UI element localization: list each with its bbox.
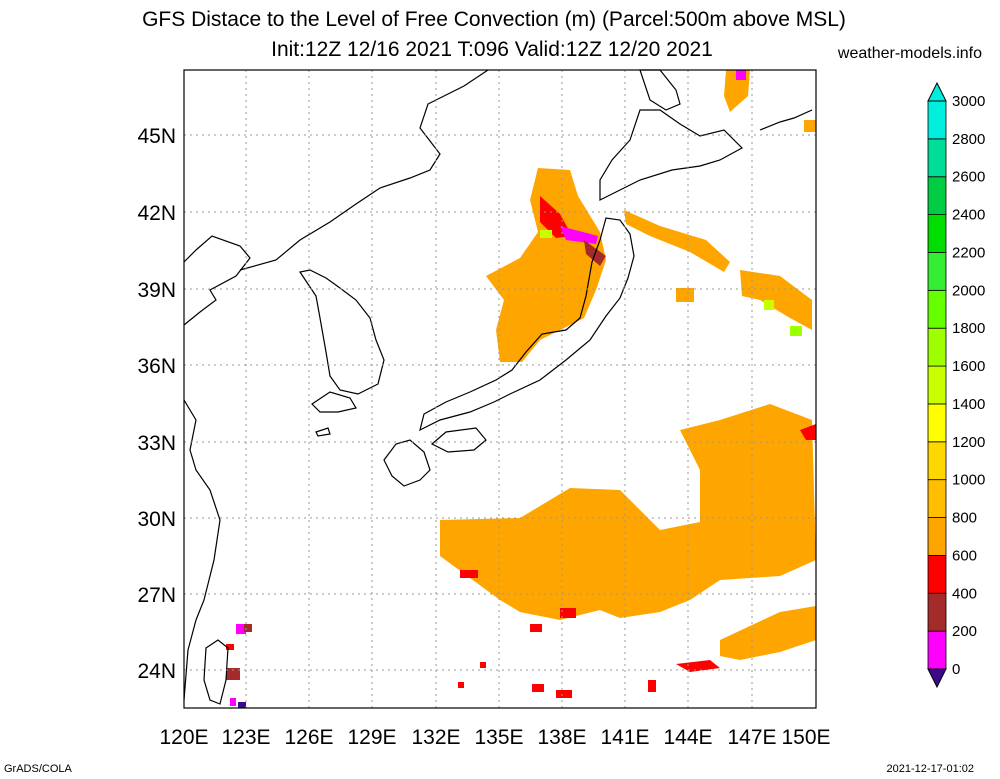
lon-label: 129E: [347, 726, 396, 749]
colorbar-tick-label: 400: [952, 585, 977, 602]
lon-label: 138E: [537, 726, 586, 749]
colorbar-tick-label: 1600: [952, 358, 985, 375]
lon-label: 135E: [474, 726, 523, 749]
lon-label: 132E: [411, 726, 460, 749]
colorbar-tick-label: 1000: [952, 472, 985, 489]
colorbar-segment: [927, 138, 947, 178]
title-line-1: GFS Distace to the Level of Free Convect…: [142, 8, 846, 31]
lon-label: 144E: [663, 726, 712, 749]
colorbar-segment: [927, 517, 947, 556]
colorbar-tick-label: 1800: [952, 320, 985, 337]
lat-axis: 24N 27N 30N 33N 36N 39N 42N 45N: [137, 125, 176, 683]
colorbar-tick-label: 800: [952, 510, 977, 527]
coastlines: [183, 69, 813, 705]
title-line-2: Init:12Z 12/16 2021 T:096 Valid:12Z 12/2…: [271, 38, 713, 61]
colorbar-segment: [927, 479, 947, 518]
colorbar-segment: [927, 630, 947, 670]
footer-timestamp: 2021-12-17-01:02: [886, 763, 974, 775]
colorbar-tick-label: 600: [952, 547, 977, 564]
lat-label: 42N: [137, 202, 176, 225]
colorbar-tick-label: 2800: [952, 131, 985, 148]
lat-label: 24N: [137, 660, 176, 683]
colorbar-tick-label: 1200: [952, 434, 985, 451]
lon-label: 147E: [727, 726, 776, 749]
lat-label: 30N: [137, 508, 176, 531]
colorbar-segment: [927, 403, 947, 443]
lon-label: 120E: [159, 726, 208, 749]
lon-label: 150E: [781, 726, 830, 749]
lon-label: 126E: [284, 726, 333, 749]
grid-lines: [184, 70, 816, 708]
lat-label: 45N: [137, 125, 176, 148]
colorbar-tick-label: 2600: [952, 169, 985, 186]
lat-label: 39N: [137, 279, 176, 302]
lat-label: 33N: [137, 432, 176, 455]
colorbar-tick-label: 2000: [952, 282, 985, 299]
colorbar-segment: [927, 252, 947, 291]
lon-label: 141E: [600, 726, 649, 749]
colorbar-segment: [927, 327, 947, 367]
colorbar-min-triangle: [927, 668, 947, 689]
lat-label: 27N: [137, 584, 176, 607]
colorbar-segment: [927, 365, 947, 405]
colorbar-segment: [927, 176, 947, 216]
lon-label: 123E: [221, 726, 270, 749]
colorbar-tick-label: 3000: [952, 93, 985, 110]
colorbar-segment: [927, 100, 947, 140]
colorbar-tick-label: 200: [952, 623, 977, 640]
colorbar-tick-label: 1400: [952, 396, 985, 413]
colorbar-segment: [927, 555, 947, 594]
site-label: weather-models.info: [837, 45, 982, 62]
colorbar-max-triangle: [927, 81, 947, 102]
colorbar-tick-label: 2400: [952, 207, 985, 224]
plot-frame: [183, 69, 817, 709]
colorbar-segment: [927, 289, 947, 329]
lon-axis: 120E 123E 126E 129E 132E 135E 138E 141E …: [159, 726, 830, 749]
footer-software: GrADS/COLA: [4, 763, 72, 775]
lat-label: 36N: [137, 355, 176, 378]
colorbar-segment: [927, 214, 947, 253]
colorbar-tick-label: 2200: [952, 244, 985, 261]
colorbar-tick-label: 0: [952, 661, 960, 678]
colorbar: 0 200 400 600 800 1000 1200 1400 1600 1800 2000 220…: [927, 81, 985, 689]
colorbar-segment: [927, 592, 947, 632]
colorbar-segment: [927, 441, 947, 481]
